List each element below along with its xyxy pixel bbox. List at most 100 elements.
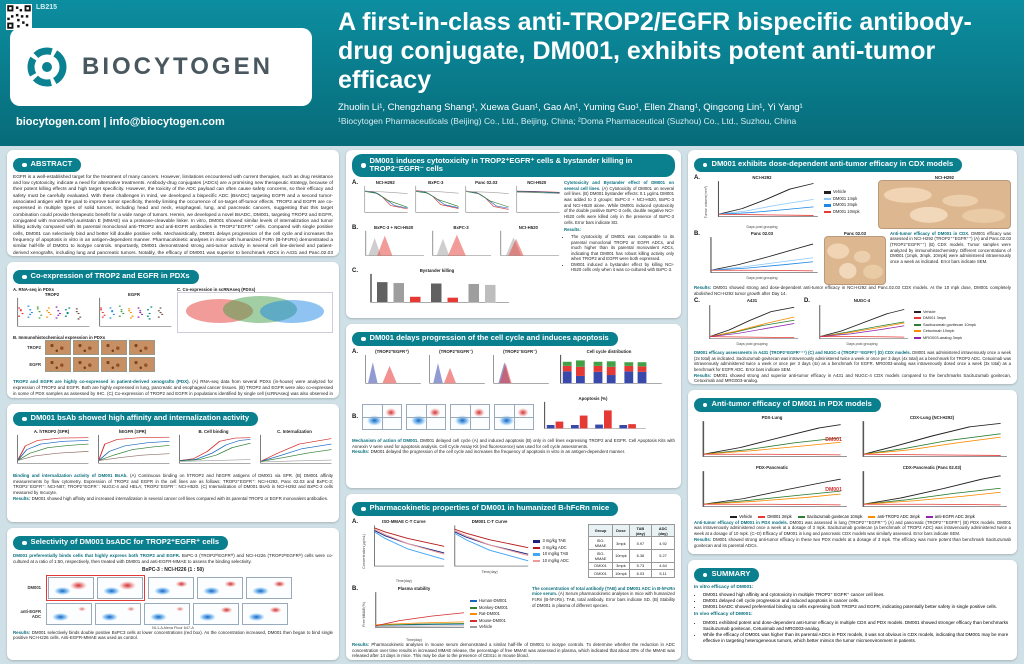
fig-b-label: B. Immunohistochemical expression in PDX… [13, 334, 106, 340]
table-cell: 5.97 [628, 536, 653, 550]
legend-swatch [533, 546, 541, 549]
legend-swatch [823, 191, 831, 194]
spr-trop2-title: A. hTROP2 (SPR) [13, 429, 90, 434]
table-cell: 3mpk [612, 561, 630, 571]
table-cell: 4.92 [651, 536, 675, 550]
bystander-bar-title: Bystander killing [419, 267, 455, 273]
mouse-photo-label: Panc 02.03 [843, 230, 867, 236]
cdx-results-2-text: DM001 showed strong and superior anti-tu… [693, 372, 1011, 384]
legend-swatch [868, 515, 876, 518]
fig-letter-c: C. [352, 267, 358, 274]
table-cell: DM001 [588, 569, 614, 578]
summary-invivo-lead-text: In vivo efficacy of DM001: [693, 612, 753, 618]
cdx-results-1: Results: DM001 showed strong and dose-de… [694, 285, 1011, 297]
pdx-legend: Vehicle DM001 3mpk Sacituzumab govitecan… [694, 514, 1011, 519]
apoptosis-quadrant-plot [450, 403, 490, 430]
pdx-caption-text: DM001 was assessed in lung (TROP2⁺⁺EGFR⁺… [693, 519, 1011, 537]
flow-plot [242, 602, 288, 625]
kill-curve-chart [412, 185, 459, 216]
table-header: Group [588, 523, 614, 538]
kill-curve-chart [362, 185, 409, 216]
table-row: ISO-MMAE 10mpk 6.38 5.27 [588, 548, 675, 563]
column-left: ABSTRACT EGFR is a well-established targ… [7, 150, 339, 660]
table-cell: 6.03 [628, 569, 653, 578]
legend-swatch [533, 553, 541, 556]
pdx-lung-chart: DM001 [693, 419, 850, 460]
legend-entry: 10 mg/kg ADC [542, 557, 569, 563]
coexpression-caption-bold: TROP2 and EGFR are highly co-expressed i… [13, 378, 190, 384]
panel-pharmacokinetics: Pharmacokinetic properties of DM001 in h… [346, 494, 681, 660]
flow-plot [97, 576, 143, 599]
results-label: Results: [564, 227, 581, 233]
legend-entry: Vehicle [922, 308, 936, 314]
pk-caption-text: (A) Serum pharmacokinetic analyses in mi… [532, 591, 675, 608]
qr-block: LB215 [6, 4, 57, 30]
bsab-heading: DM001 bsAb showed high affinity and inte… [13, 411, 259, 426]
cytotoxicity-caption-text: (A) Cytotoxicity of DM001 on several cel… [564, 185, 674, 225]
legend-entry: DM001 1mpk [832, 195, 858, 201]
summary-heading: SUMMARY [693, 567, 760, 582]
panel-pdx-efficacy: Anti-tumor efficacy of DM001 in PDX mode… [687, 390, 1017, 554]
cell-binding-chart [175, 433, 252, 466]
apoptosis-bar-chart [538, 400, 648, 431]
poster-code: LB215 [36, 4, 58, 11]
cell-cycle-results-text: DM001 delayed the progression of the cel… [370, 449, 626, 455]
mouse-photo-label: NCI-H292 [934, 174, 955, 180]
table-header: Dose [612, 523, 630, 538]
table-header: ADC (day) [651, 523, 675, 538]
cdx-lung-chart [853, 419, 1010, 460]
ihc-image [129, 356, 155, 372]
legend-entry: DM001 3mpk [832, 202, 858, 208]
legend-entry: Mouse-DM001 [479, 617, 506, 623]
cdx-caption-text: DM001 efficacy was assessed in NCI-H292 … [889, 230, 1012, 265]
flow-plot [95, 602, 141, 625]
legend-swatch [470, 626, 477, 629]
panel-cytotoxicity: DM001 induces cytotoxicity in TROP2⁺EGFR… [346, 150, 681, 318]
pk-dm001-title: DM001 C-T Curve [471, 518, 508, 524]
summary-invivo-list: DM001 exhibited potent and dose-dependen… [694, 620, 1011, 644]
pk-iso-title: ISO-MMAE C-T Curve [382, 518, 426, 524]
fig-letter-b: B. [352, 585, 358, 592]
legend-swatch [823, 210, 831, 213]
legend-entry: 10 mg/kg TAB [542, 551, 569, 557]
legend-swatch [758, 515, 766, 518]
days-axis-label: Days post grouping [746, 224, 778, 229]
summary-item: DM001 bsADC showed preferential binding … [703, 604, 1011, 610]
pdx-chart-title: CDX-Pancreatic (Panc 02.03) [902, 464, 962, 470]
cdx-caption-bold: Anti-tumor efficacy of DM001 in CDX. [889, 230, 970, 236]
summary-item: DM001 exhibited potent and dose-dependen… [703, 620, 1011, 632]
pdx-heading: Anti-tumor efficacy of DM001 in PDX mode… [693, 397, 881, 412]
cdx-results-1-text: DM001 showed strong and dose-dependent a… [693, 284, 1011, 296]
bystander-hist-title: BxPC-3 [453, 224, 469, 230]
flow-row-dm001-label: DM001 [27, 585, 42, 591]
cytotoxicity-results-list: The cytotoxicity of DM001 was comparable… [564, 234, 674, 273]
table-cell: 10mpk [612, 569, 630, 578]
ihc-image-grid: TROP2 EGFR [13, 339, 333, 372]
cdx-chart-title: NUGC-4 [853, 298, 871, 304]
coexpression-caption-text: (A) RNA-seq data from several PDXs (in-h… [13, 378, 333, 398]
results-label: Results: [13, 629, 31, 635]
legend-entry: anti-EGFR ADC 3mpk [934, 513, 975, 519]
contact-links[interactable]: biocytogen.com | info@biocytogen.com [16, 116, 225, 128]
legend-entry: Monkey-DM001 [479, 604, 508, 610]
pk-results-text: Pharmacokinetic analyses in mouse serum … [352, 641, 675, 659]
pk-heading-label: Pharmacokinetic properties of DM001 in h… [369, 503, 610, 513]
results-label: Results: [352, 641, 370, 647]
cell-cycle-hist-chart [362, 353, 422, 386]
panel-coexpression: Co-expression of TROP2 and EGFR in PDXs … [7, 262, 339, 398]
scrnaseq-venn-diagram [177, 291, 333, 333]
bystander-hist-title: NCI-H520 [518, 224, 538, 230]
ihc-image [45, 356, 71, 372]
pk-x-axis-label: Time(day) [481, 569, 498, 574]
flow-panel-title: BxPC-3 : NCI-H226 (1 : 50) [142, 566, 204, 573]
mouse-photo [877, 179, 1011, 229]
fig-a-label: A. RNA-seq in PDXs [13, 286, 55, 292]
fig-letter-b: B. [352, 413, 358, 420]
apoptosis-quadrant-plot [362, 403, 402, 430]
spr-egfr-title: hEGFR (SPR) [118, 428, 147, 434]
selectivity-heading: Selectivity of DM001 bsADC for TROP2⁺EGF… [13, 535, 229, 550]
cell-binding-title: B. Cell binding [175, 429, 252, 434]
selectivity-results-text: DM001 selectively binds double positive … [13, 629, 333, 641]
flow-row-egfr-adc-label: anti-EGFR ADC [20, 608, 41, 619]
